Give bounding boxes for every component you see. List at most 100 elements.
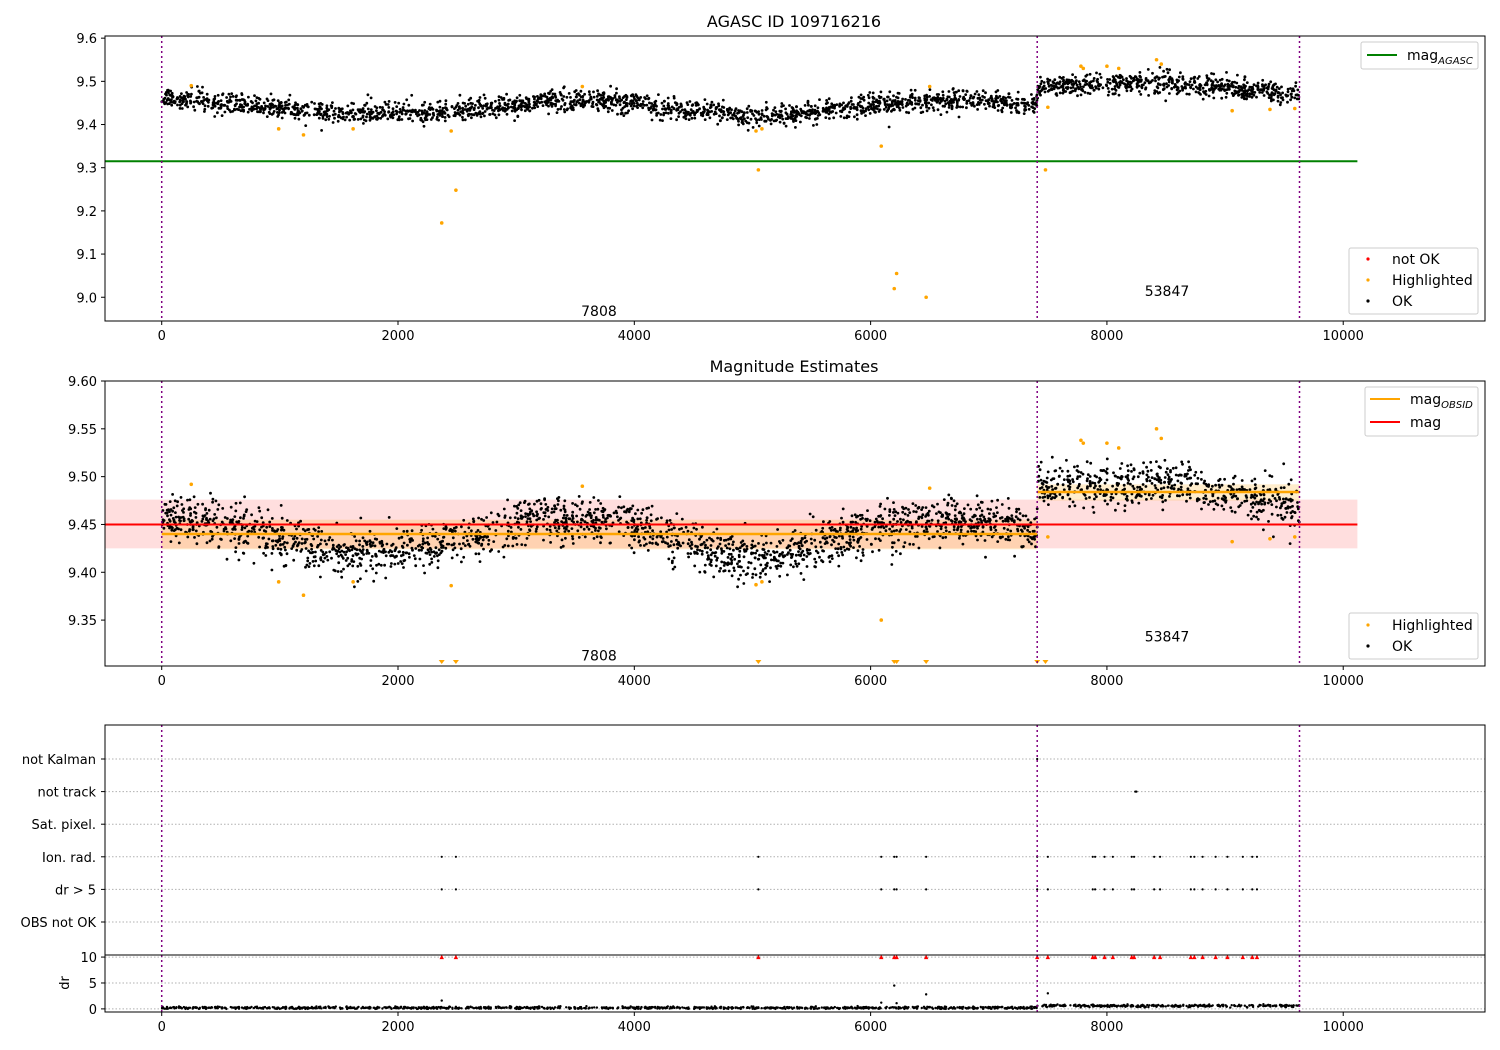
ok-point [423,571,426,575]
ok-point [840,110,844,114]
ok-point [874,100,878,104]
ok-point [873,520,877,524]
ok-point [1203,501,1206,504]
ok-point [941,93,945,97]
ok-point [789,113,793,116]
ok-point [233,515,237,518]
ok-point [444,99,448,103]
ok-point [165,93,168,97]
ok-point [631,504,635,508]
ok-point [579,89,583,93]
ok-point [307,528,311,531]
ok-point [1106,87,1110,90]
ok-point [944,102,948,106]
ok-point [471,517,475,521]
ok-point [299,550,303,553]
ok-point [1085,486,1089,490]
ok-point [955,90,958,94]
ok-point [1249,496,1253,499]
ok-point [924,515,927,518]
ok-point [190,92,193,96]
ok-point [1126,469,1130,473]
ok-point [1073,465,1076,469]
ok-point [1212,507,1216,511]
ok-point [792,565,795,569]
ok-point [932,535,936,538]
ok-point [886,496,889,500]
ok-point [1200,470,1203,474]
ok-point [1170,487,1174,490]
ok-point [1003,103,1006,107]
ok-point [1245,499,1249,503]
ok-point [855,515,858,519]
ok-point [737,123,740,127]
ok-point [340,555,344,558]
ok-point [411,119,414,123]
ok-point [1187,92,1191,96]
ok-point [937,93,940,96]
ok-point [732,566,736,570]
ok-point [453,526,456,530]
ok-point [719,538,723,541]
ok-point [300,109,304,113]
ok-point [1192,80,1196,84]
ok-point [192,105,196,109]
ok-point [420,548,423,552]
ok-point [366,107,370,111]
ok-point [1154,79,1157,83]
ok-point [721,98,725,102]
ok-point [951,87,955,91]
ok-point [1225,91,1229,95]
ok-point [888,514,891,517]
ok-point [703,570,707,574]
ok-point [584,101,587,105]
ok-point [262,108,266,112]
ok-point [855,556,858,560]
ok-point [711,551,714,555]
ok-point [660,101,664,105]
ok-point [1027,540,1031,544]
ok-point [1015,102,1019,105]
ok-point [736,585,739,589]
ok-point [640,511,643,515]
ok-point [914,504,918,507]
ok-point [925,109,929,113]
ok-point [213,513,217,516]
ok-point [525,103,529,107]
ok-point [365,552,369,555]
ok-point [429,107,432,111]
ok-point [1163,476,1167,479]
ok-point [898,100,902,104]
ok-point [1233,510,1237,514]
ok-point [723,113,726,117]
ok-point [169,89,173,93]
ok-point [753,109,757,113]
ok-point [512,106,515,110]
ok-point [725,118,729,121]
ok-point [1208,500,1212,504]
ok-point [507,105,510,109]
ok-point [431,107,435,111]
ok-point [283,545,287,549]
ok-point [226,105,229,108]
ok-point [712,575,716,579]
ok-point [913,106,917,110]
ok-point [792,542,796,546]
ok-point [1030,93,1033,96]
ok-point [1197,75,1201,78]
ok-point [861,548,865,551]
ok-point [827,97,831,101]
ok-point [174,511,177,514]
ok-point [799,541,803,545]
ok-point [973,513,976,517]
ok-point [666,102,670,105]
ok-point [1279,101,1283,104]
ok-point [373,544,377,548]
ok-point [274,105,278,108]
ok-point [631,107,634,111]
ok-point [668,519,672,522]
ok-point [193,510,196,514]
ok-point [506,498,509,502]
ok-point [276,115,280,118]
